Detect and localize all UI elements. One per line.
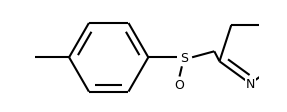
- Text: O: O: [174, 79, 185, 92]
- Text: S: S: [180, 51, 188, 64]
- Text: N: N: [246, 78, 255, 90]
